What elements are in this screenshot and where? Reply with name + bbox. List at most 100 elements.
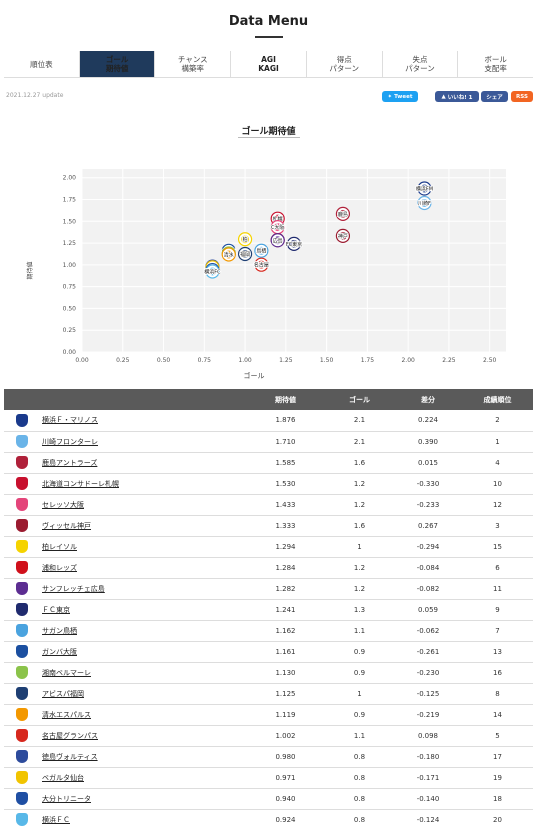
team-name-link[interactable]: アビスパ福岡 <box>42 689 84 698</box>
cell-rank: 5 <box>495 731 500 740</box>
cell-goals: 1.2 <box>353 584 366 593</box>
cell-rank: 15 <box>493 542 502 551</box>
x-tick-label: 1.50 <box>320 357 334 364</box>
section-title-underline <box>238 137 300 138</box>
tab-1[interactable]: ゴール 期待値 <box>79 51 156 77</box>
tab-4[interactable]: 得点 パターン <box>307 51 383 77</box>
team-cell: 横浜Ｆ・マリノス <box>4 410 246 431</box>
table-row: 湘南ベルマーレ 1.130 0.9 -0.230 16 <box>4 662 533 683</box>
title-underline <box>255 36 283 38</box>
team-cell: 川崎フロンターレ <box>4 431 246 452</box>
facebook-share-button[interactable]: シェア <box>481 91 508 102</box>
cell-diff: -0.261 <box>416 647 440 656</box>
cell-xg: 1.002 <box>275 731 296 740</box>
data-point-label: FC東京 <box>286 241 302 248</box>
cell-diff: -0.125 <box>416 689 440 698</box>
team-name-link[interactable]: 大分トリニータ <box>42 794 91 803</box>
tweet-button-label: Tweet <box>394 93 413 100</box>
team-cell: ベガルタ仙台 <box>4 767 246 788</box>
tab-5[interactable]: 失点 パターン <box>383 51 459 77</box>
team-emblem-icon <box>16 666 28 679</box>
data-point-emblem <box>224 250 233 259</box>
team-name-link[interactable]: 横浜ＦＣ <box>42 815 70 824</box>
y-tick-label: 1.00 <box>63 262 77 269</box>
data-point-label: 札幌 <box>273 216 283 223</box>
cell-xg: 0.980 <box>275 752 296 761</box>
table-row: ガンバ大阪 1.161 0.9 -0.261 13 <box>4 641 533 662</box>
data-point-emblem <box>273 223 282 232</box>
tab-6[interactable]: ボール 支配率 <box>484 55 507 73</box>
plot-area <box>82 169 506 352</box>
tab-0[interactable]: 順位表 <box>4 51 80 77</box>
team-name-link[interactable]: 横浜Ｆ・マリノス <box>42 416 98 425</box>
cell-diff: -0.124 <box>416 815 440 824</box>
data-point-emblem <box>338 231 347 240</box>
cell-diff: -0.294 <box>416 542 440 551</box>
team-name-link[interactable]: 北海道コンサドーレ札幌 <box>42 479 119 488</box>
team-cell: 柏レイソル <box>4 536 246 557</box>
data-point-label: 福岡 <box>240 251 250 258</box>
table-row: ヴィッセル神戸 1.333 1.6 0.267 3 <box>4 515 533 536</box>
cell-xg: 0.924 <box>275 815 296 824</box>
cell-diff: -0.219 <box>416 710 440 719</box>
cell-rank: 16 <box>493 668 502 677</box>
tweet-button[interactable]: ✦ Tweet <box>382 91 418 102</box>
table-row: サンフレッチェ広島 1.282 1.2 -0.082 11 <box>4 578 533 599</box>
team-name-link[interactable]: 名古屋グランパス <box>42 731 98 740</box>
facebook-like-button[interactable]: ▲ いいね! 1 <box>435 91 479 102</box>
tab-3[interactable]: AGI KAGI <box>231 51 307 77</box>
x-axis-label: ゴール <box>244 371 265 380</box>
cell-xg: 1.585 <box>275 458 296 467</box>
cell-goals: 0.8 <box>353 794 366 803</box>
y-tick-label: 1.75 <box>63 197 77 204</box>
team-name-link[interactable]: 清水エスパルス <box>42 710 91 719</box>
cell-goals: 2.1 <box>353 416 366 425</box>
cell-diff: -0.230 <box>416 668 440 677</box>
cell-diff: -0.084 <box>416 563 440 572</box>
team-name-link[interactable]: 川崎フロンターレ <box>42 437 98 446</box>
y-tick-label: 1.25 <box>63 240 77 247</box>
cell-diff: -0.140 <box>416 794 440 803</box>
team-emblem-icon <box>16 540 28 553</box>
team-name-link[interactable]: ガンバ大阪 <box>42 647 77 656</box>
scatter-chart-svg: 0.00 0.25 0.50 0.75 1.00 1.25 1.50 1.75 2.00 2.25… <box>26 169 506 380</box>
x-tick-label: 1.75 <box>361 357 375 364</box>
team-name-link[interactable]: 鹿島アントラーズ <box>42 458 98 467</box>
team-name-link[interactable]: サガン鳥栖 <box>42 626 77 635</box>
team-name-link[interactable]: ＦＣ東京 <box>42 605 70 614</box>
data-point-emblem <box>257 246 266 255</box>
cell-goals: 0.8 <box>353 752 366 761</box>
team-emblem-icon <box>16 624 28 637</box>
team-emblem-icon <box>16 729 28 742</box>
team-emblem-icon <box>16 708 28 721</box>
team-name-link[interactable]: ヴィッセル神戸 <box>42 521 91 530</box>
x-tick-label: 2.50 <box>483 357 497 364</box>
cell-xg: 1.294 <box>275 542 296 551</box>
team-emblem-icon <box>16 413 28 427</box>
cell-goals: 0.9 <box>353 710 366 719</box>
team-name-link[interactable]: 湘南ベルマーレ <box>42 668 91 677</box>
cell-xg: 1.241 <box>275 605 296 614</box>
column-header-4: 成績順位 <box>483 395 512 404</box>
team-name-link[interactable]: セレッソ大阪 <box>42 500 84 509</box>
data-point-emblem <box>257 260 266 269</box>
team-name-link[interactable]: 浦和レッズ <box>42 563 77 572</box>
x-tick-label: 0.50 <box>157 357 171 364</box>
team-name-link[interactable]: ベガルタ仙台 <box>42 773 84 782</box>
team-name-link[interactable]: 徳島ヴォルティス <box>42 752 98 761</box>
team-emblem-icon <box>16 687 28 700</box>
team-cell: 湘南ベルマーレ <box>4 662 246 683</box>
team-name-link[interactable]: 柏レイソル <box>42 542 77 551</box>
tab-2[interactable]: チャンス 構築率 <box>155 51 232 77</box>
team-cell: 大分トリニータ <box>4 788 246 809</box>
team-name-link[interactable]: サンフレッチェ広島 <box>42 584 105 593</box>
x-tick-label: 0.00 <box>75 357 89 364</box>
cell-diff: -0.330 <box>416 479 440 488</box>
team-emblem-icon <box>16 582 28 595</box>
y-axis-label: 期待値 <box>26 261 34 279</box>
like-thumb-icon: ▲ <box>441 93 446 100</box>
cell-goals: 1.6 <box>353 458 366 467</box>
rss-button[interactable]: RSS <box>511 91 533 102</box>
cell-rank: 6 <box>495 563 500 572</box>
team-cell: 名古屋グランパス <box>4 725 246 746</box>
